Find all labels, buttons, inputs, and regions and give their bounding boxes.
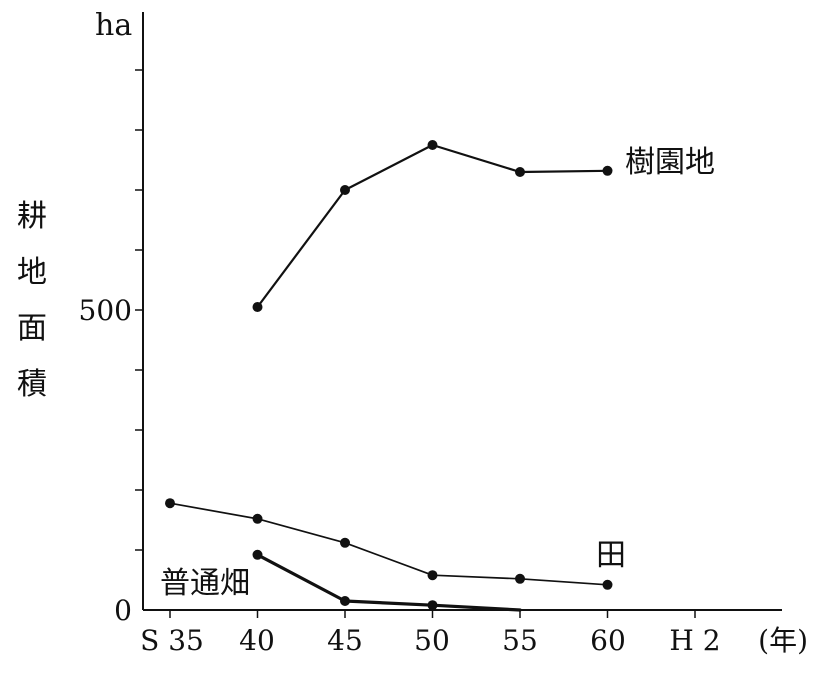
series-group — [165, 140, 613, 612]
data-point — [427, 140, 438, 150]
x-tick-label-40: 40 — [239, 624, 275, 657]
y-tick-label-0: 0 — [114, 594, 132, 627]
data-point — [165, 498, 175, 509]
x-tick-label-h2: H 2 — [669, 624, 720, 657]
y-axis-title-char: 面 — [17, 311, 47, 346]
series-line — [169, 502, 609, 586]
data-point — [602, 579, 613, 590]
y-axis-title-char: 耕 — [17, 199, 47, 234]
series-line — [255, 553, 522, 612]
series-label-orchard: 樹園地 — [625, 145, 715, 180]
data-point — [515, 573, 525, 584]
series-label-upland: 普通畑 — [160, 566, 250, 601]
data-point — [252, 302, 263, 312]
x-tick-label-45: 45 — [327, 624, 363, 657]
series-line — [256, 143, 609, 309]
x-tick-label-60: 60 — [590, 624, 626, 657]
data-point — [340, 185, 350, 195]
data-point — [340, 596, 350, 606]
series-label-paddy: 田 — [596, 538, 626, 573]
x-tick-label-s35: S 35 — [140, 624, 204, 657]
data-point — [515, 167, 525, 177]
data-point — [427, 570, 438, 581]
y-tick-label-500: 500 — [79, 294, 132, 327]
y-axis-title-char: 積 — [17, 367, 47, 402]
y-axis-title-char: 地 — [17, 255, 47, 290]
x-ticks — [169, 610, 696, 618]
data-point — [427, 600, 438, 611]
data-point — [340, 537, 350, 548]
x-axis-unit-label: (年) — [758, 624, 808, 657]
x-tick-label-55: 55 — [502, 624, 538, 657]
x-tick-label-50: 50 — [414, 624, 450, 657]
data-point — [252, 513, 263, 524]
y-unit-label: ha — [95, 8, 132, 43]
data-point — [252, 549, 263, 560]
y-ticks — [135, 69, 143, 551]
data-point — [602, 165, 613, 176]
